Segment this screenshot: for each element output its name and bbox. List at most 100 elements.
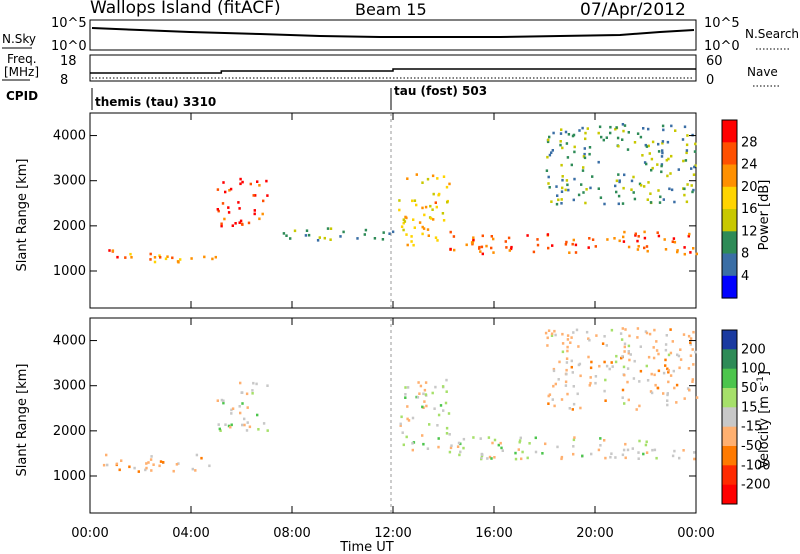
velocity-cell-f4	[667, 369, 670, 372]
power-cell-f5	[584, 201, 587, 205]
power-cell-f2	[381, 238, 385, 241]
power-cell-f5	[573, 145, 576, 149]
power-colorbar-tick: 20	[741, 180, 758, 195]
power-cell-f3	[441, 212, 445, 215]
ytick-label: 1000	[53, 469, 86, 484]
power-cell-f5	[565, 142, 569, 145]
velocity-cell-f4	[644, 330, 648, 333]
velocity-cell-f4	[667, 370, 670, 374]
velocity-cell-f4	[572, 385, 575, 388]
velocity-cell-f3	[526, 456, 529, 460]
velocity-cell-f3	[560, 455, 564, 459]
power-cell-f3	[436, 177, 439, 180]
power-cell-f5	[599, 196, 603, 199]
velocity-cell-f4	[557, 378, 560, 381]
velocity-cell-f4	[667, 380, 670, 384]
power-cell-f5	[615, 126, 618, 129]
power-cell-f4	[643, 236, 647, 240]
velocity-cell-f4	[677, 354, 681, 358]
power-cell-f4	[536, 243, 540, 247]
power-cell-f2	[363, 233, 366, 236]
velocity-cell-f4	[620, 338, 624, 341]
velocity-cell-f4	[571, 371, 574, 374]
power-cell-f5	[685, 200, 689, 204]
velocity-cell-f4	[546, 344, 549, 347]
power-cell-f0	[149, 258, 152, 261]
velocity-cell-f1	[248, 425, 252, 429]
power-cell-f5	[573, 177, 576, 181]
power-cell-f5	[548, 186, 551, 189]
power-cell-f4	[636, 239, 639, 243]
power-cell-f5	[643, 185, 646, 188]
power-cell-f5	[662, 128, 665, 132]
power-cell-f5	[559, 140, 562, 143]
power-cell-f5	[566, 156, 570, 159]
power-cell-f5	[559, 132, 563, 135]
velocity-cell-f4	[553, 329, 556, 333]
power-cell-f5	[564, 130, 568, 134]
power-cell-f5	[662, 198, 665, 201]
power-cell-f5	[649, 192, 652, 195]
velocity-cell-f3	[514, 451, 517, 455]
velocity-cell-f4	[692, 363, 695, 366]
power-cell-f4	[587, 246, 590, 249]
power-cell-f5	[614, 127, 617, 131]
power-cell-f4	[588, 237, 591, 240]
power-cell-f4	[572, 238, 575, 242]
velocity-cell-f3	[651, 448, 654, 452]
velocity-cell-f4	[621, 355, 624, 358]
power-cell-f1	[256, 180, 259, 183]
xtick-label: 04:00	[172, 526, 209, 541]
velocity-cell-f3	[581, 454, 584, 458]
velocity-cell-f0	[152, 463, 155, 466]
velocity-cell-f0	[147, 461, 150, 464]
velocity-cell-f3	[534, 436, 537, 440]
power-cell-f5	[650, 157, 654, 161]
velocity-cell-f1	[245, 392, 249, 396]
velocity-cell-f4	[579, 406, 582, 410]
power-cell-f4	[532, 250, 536, 254]
velocity-cell-f2	[421, 405, 424, 409]
power-cell-f5	[660, 163, 664, 166]
power-colorbar-tick: 12	[741, 224, 758, 239]
power-cell-f3	[421, 225, 424, 229]
xtick-label: 12:00	[374, 526, 411, 541]
velocity-cell-f4	[577, 345, 580, 348]
power-cell-f2	[293, 229, 297, 233]
velocity-marks	[102, 327, 699, 473]
velocity-cell-f4	[594, 381, 597, 385]
power-colorbar-tick: 16	[741, 202, 758, 217]
velocity-cell-f3	[518, 439, 522, 442]
velocity-cell-f4	[647, 355, 651, 359]
velocity-cell-f1	[266, 384, 269, 387]
velocity-cell-f2	[421, 434, 424, 437]
power-cell-f4	[613, 237, 616, 240]
velocity-cell-f0	[177, 462, 180, 465]
velocity-cell-f4	[594, 375, 598, 378]
xtick-label: 16:00	[475, 526, 512, 541]
velocity-cell-f1	[239, 381, 242, 385]
velocity-cell-f2	[436, 424, 439, 427]
power-cell-f5	[656, 163, 659, 166]
power-cell-f5	[586, 127, 589, 130]
velocity-cell-f4	[610, 328, 614, 332]
velocity-cell-f4	[589, 366, 593, 370]
velocity-cell-f0	[191, 467, 194, 471]
power-cell-f5	[682, 159, 685, 163]
power-cell-f5	[643, 161, 647, 164]
velocity-cell-f0	[128, 465, 131, 469]
nave-tick-bottom: 0	[706, 73, 714, 88]
velocity-cell-f0	[105, 453, 108, 457]
power-cell-f2	[316, 239, 320, 242]
power-cell-f1	[217, 209, 220, 213]
power-cell-f5	[693, 165, 696, 169]
power-cell-f2	[305, 229, 309, 232]
power-cell-f4	[634, 232, 637, 236]
power-cell-f5	[615, 179, 619, 183]
velocity-cell-f4	[589, 376, 592, 379]
power-cell-f4	[574, 251, 578, 254]
power-cell-f5	[661, 124, 665, 128]
power-cell-f5	[617, 173, 620, 176]
velocity-cell-f1	[230, 408, 233, 412]
